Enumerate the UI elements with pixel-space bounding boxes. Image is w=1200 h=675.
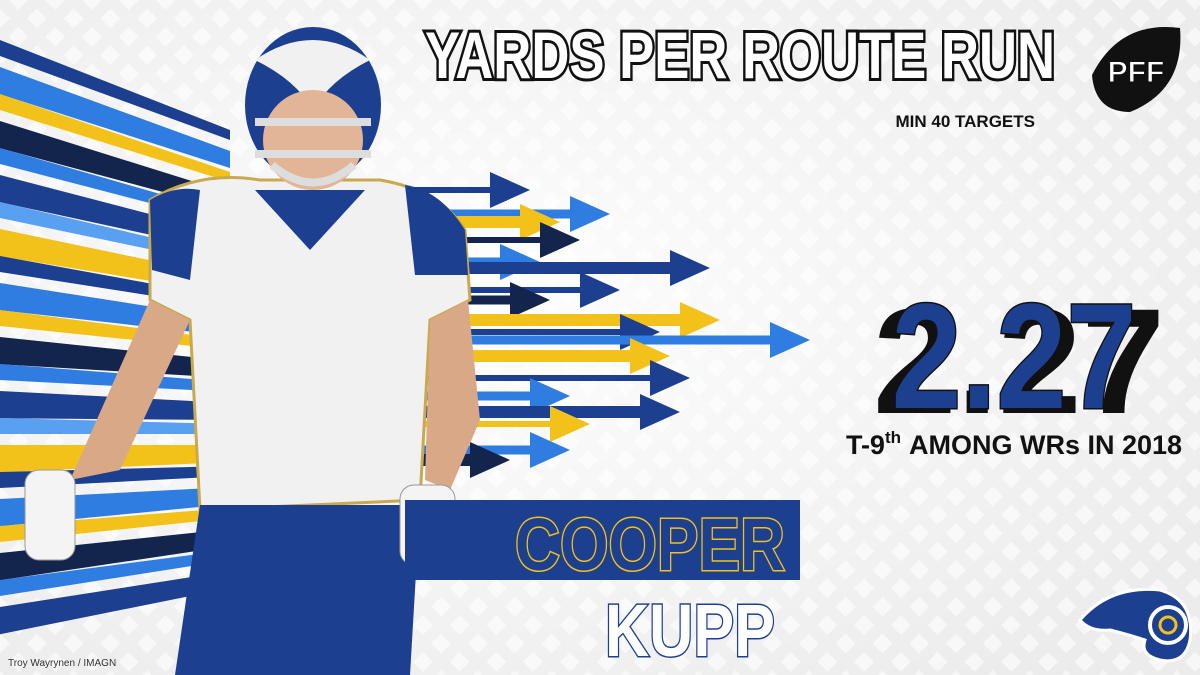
rams-logo: [1078, 587, 1193, 663]
arrow-shaft: [410, 237, 550, 243]
arrow-shaft: [410, 187, 500, 193]
stat-value: 2.27: [892, 272, 1137, 440]
subtitle: MIN 40 TARGETS: [896, 112, 1035, 131]
arrow-head: [640, 394, 680, 430]
arrow-head: [650, 360, 690, 396]
pff-logo: PFF: [1092, 26, 1181, 112]
arrow-shaft: [410, 287, 590, 293]
stripe: [0, 571, 230, 635]
stripe: [0, 40, 230, 140]
rank-suffix: th: [885, 428, 901, 447]
stripe: [0, 550, 230, 596]
arrow-shaft: [410, 262, 680, 274]
arrow-shaft: [410, 421, 560, 427]
name-box: [405, 500, 800, 580]
arrow-head: [490, 172, 530, 208]
rank-description: AMONG WRs IN 2018: [909, 430, 1182, 460]
rank: T-9: [846, 430, 885, 460]
stripe: [0, 337, 230, 378]
arrow-head: [540, 222, 580, 258]
arrow-head: [570, 196, 610, 232]
stripe: [0, 529, 230, 581]
first-name: COOPER: [515, 503, 785, 586]
title: YARDS PER ROUTE RUN: [425, 18, 1055, 92]
arrow-head: [770, 322, 810, 358]
photo-credit: Troy Wayrynen / IMAGN: [8, 658, 116, 669]
arrow-head: [670, 250, 710, 286]
arrow-shaft: [410, 329, 630, 335]
arrow-head: [530, 378, 570, 414]
logo-text: PFF: [1108, 56, 1165, 89]
last-name: KUPP: [605, 589, 775, 672]
arrow-shaft: [410, 375, 660, 381]
stat-rank: T-9th AMONG WRs IN 2018: [846, 428, 1182, 460]
arrow-shaft: [410, 335, 780, 345]
player-figure: [24, 27, 480, 675]
arrow-head: [530, 432, 570, 468]
arrow-head: [470, 442, 510, 478]
arrow-head: [630, 338, 670, 374]
stat-shadow: 2.27: [873, 277, 1165, 445]
arrow-head: [510, 282, 550, 318]
arrow-shaft: [410, 209, 580, 219]
stripe: [0, 364, 230, 392]
stripe: [0, 94, 230, 182]
arrow-head: [580, 272, 620, 308]
arrow-head: [550, 406, 590, 442]
stripe: [0, 67, 230, 168]
arrow-head: [680, 302, 720, 338]
